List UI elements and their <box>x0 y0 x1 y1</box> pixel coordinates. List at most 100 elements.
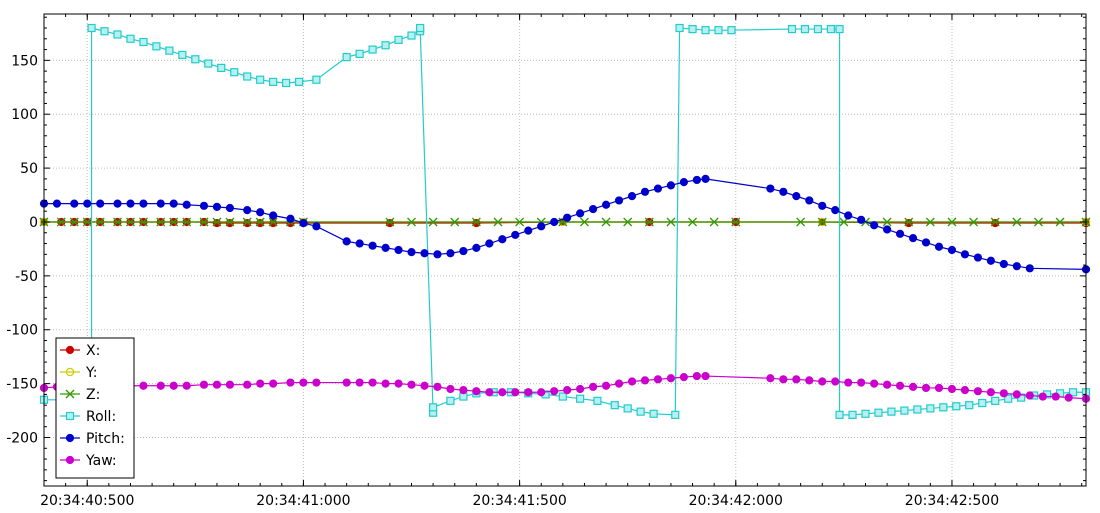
data-point-yaw <box>805 376 814 385</box>
data-point-pitch <box>407 248 416 257</box>
data-point-pitch <box>805 196 814 205</box>
y-tick-label: -50 <box>15 269 38 285</box>
data-point-yaw <box>908 382 918 391</box>
data-point-z-stroke <box>450 217 460 227</box>
data-point-roll <box>887 407 896 416</box>
data-point-roll <box>100 27 109 36</box>
data-point-z <box>428 217 438 227</box>
data-point-roll <box>87 23 96 33</box>
y-tick-label: 0 <box>29 215 38 231</box>
data-point-yaw <box>601 381 611 390</box>
legend-item-x: X: <box>60 343 100 359</box>
data-point-z <box>817 217 827 227</box>
data-point-pitch <box>766 184 775 193</box>
data-point-pitch <box>614 196 624 205</box>
data-point-z <box>82 217 92 227</box>
data-point-pitch <box>779 187 788 196</box>
data-point-roll <box>1004 394 1013 403</box>
data-point-roll <box>848 410 857 419</box>
data-point-x <box>243 218 252 228</box>
y-tick-label: -100 <box>6 323 38 339</box>
data-point-yaw <box>472 387 481 396</box>
data-point-pitch <box>831 206 840 215</box>
data-point-yaw <box>576 384 585 394</box>
legend-label: Pitch: <box>86 431 125 447</box>
data-point-pitch <box>550 217 559 227</box>
data-point-x <box>385 218 394 228</box>
data-point-yaw <box>459 385 468 395</box>
data-point-roll <box>800 24 810 34</box>
data-point-z-stroke <box>515 217 525 227</box>
data-point-z-stroke <box>969 217 979 227</box>
data-point-yaw <box>921 383 931 393</box>
data-point-roll <box>978 398 987 408</box>
data-point-z-stroke <box>169 217 179 227</box>
data-point-roll <box>727 26 736 35</box>
data-point-yaw <box>870 379 879 388</box>
data-point-roll <box>593 396 602 405</box>
data-point-z-stroke <box>113 217 122 227</box>
data-point-roll <box>813 24 823 34</box>
data-point-yaw <box>973 387 983 396</box>
data-point-pitch <box>870 221 879 230</box>
data-point-z-stroke <box>731 217 741 227</box>
data-point-roll <box>826 24 836 34</box>
data-point-z <box>666 217 676 227</box>
data-point-yaw <box>139 381 148 390</box>
data-point-z-stroke <box>904 217 914 227</box>
data-point-z-stroke <box>644 217 654 227</box>
data-point-yaw <box>766 374 775 383</box>
data-point-pitch <box>844 211 853 220</box>
data-point-z-stroke <box>255 217 265 227</box>
data-point-roll <box>688 24 697 34</box>
data-point-z <box>623 217 633 227</box>
data-point-yaw <box>394 379 403 388</box>
data-point-pitch <box>446 249 455 258</box>
data-point-pitch <box>679 178 689 187</box>
data-point-pitch <box>420 249 429 258</box>
data-point-pitch <box>973 253 983 262</box>
data-point-yaw <box>550 387 559 396</box>
data-point-pitch <box>70 199 79 208</box>
data-point-pitch <box>169 199 178 208</box>
data-point-z <box>126 217 135 227</box>
data-point-yaw <box>679 373 689 382</box>
data-point-z-stroke <box>471 217 481 227</box>
data-point-roll <box>965 401 974 410</box>
data-point-z <box>1012 217 1022 227</box>
data-point-pitch <box>199 201 209 210</box>
data-point-z-stroke <box>212 217 222 227</box>
data-point-roll <box>126 34 135 43</box>
data-point-roll <box>139 37 148 47</box>
data-point-z <box>493 217 503 227</box>
data-point-z-stroke <box>138 217 148 227</box>
data-point-z-stroke <box>95 217 105 227</box>
data-point-z <box>644 217 654 227</box>
data-point-z-stroke <box>56 217 66 227</box>
data-point-z <box>601 217 611 227</box>
data-point-yaw <box>256 379 265 388</box>
data-point-pitch <box>52 199 62 208</box>
data-point-pitch <box>1025 264 1034 273</box>
data-point-roll <box>165 46 174 55</box>
data-point-z-stroke <box>882 217 892 227</box>
data-point-roll <box>407 31 416 40</box>
data-point-roll <box>576 394 585 403</box>
data-point-pitch <box>818 201 827 210</box>
data-point-yaw <box>692 371 701 381</box>
data-point-pitch <box>381 243 390 252</box>
data-point-yaw <box>524 388 533 397</box>
data-point-z <box>242 217 252 227</box>
data-point-yaw <box>883 380 892 389</box>
data-point-yaw <box>342 378 351 387</box>
data-point-roll <box>675 23 684 33</box>
data-point-x <box>904 218 913 228</box>
data-point-yaw <box>1025 391 1034 400</box>
series-pitch <box>39 174 1091 274</box>
data-point-roll <box>939 403 948 412</box>
x-tick-label: 20:34:42:500 <box>905 493 999 509</box>
data-point-x <box>269 218 278 228</box>
data-point-z <box>471 217 481 227</box>
data-point-z-stroke <box>817 217 827 227</box>
